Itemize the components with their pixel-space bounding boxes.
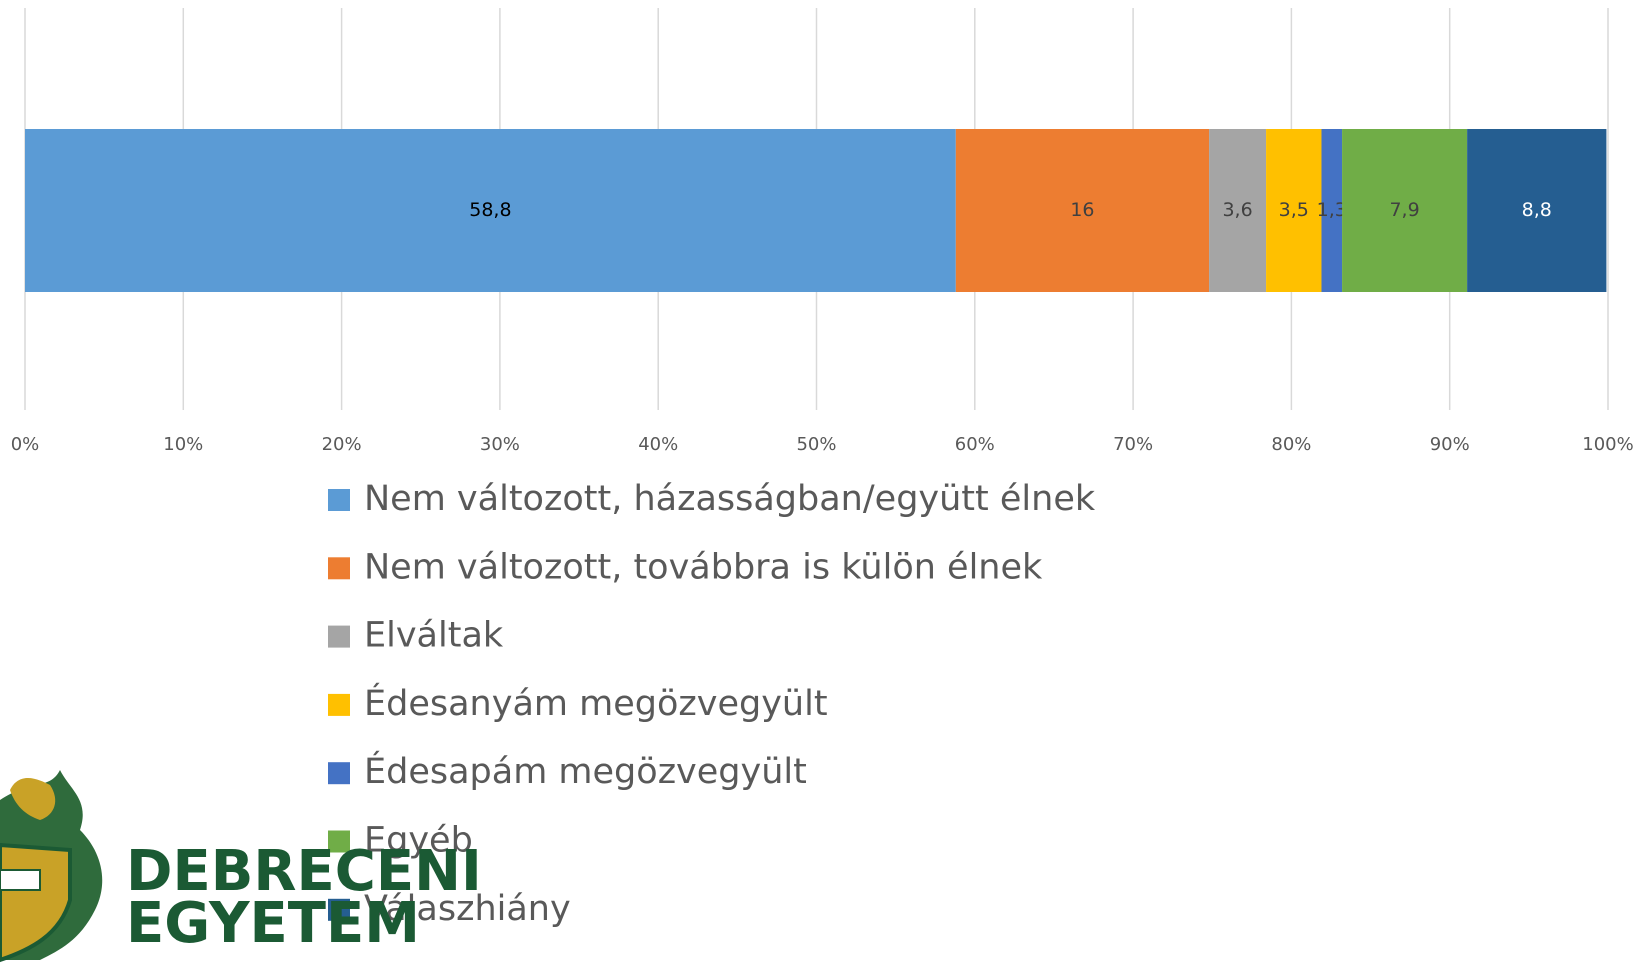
logo-text: DEBRECENI (126, 839, 482, 904)
data-label: 1,3 (1317, 199, 1347, 221)
legend-label: Elváltak (364, 616, 504, 656)
data-label: 16 (1070, 199, 1094, 221)
x-tick-label: 60% (955, 434, 995, 455)
bar-segment (955, 129, 1210, 292)
x-tick-label: 40% (638, 434, 678, 455)
x-tick-label: 50% (796, 434, 836, 455)
x-tick-label: 80% (1271, 434, 1311, 455)
legend-swatch (328, 830, 350, 853)
legend-label: Egyéb (364, 821, 473, 861)
legend-label: Édesapám megözvegyült (364, 750, 807, 792)
x-tick-label: 10% (163, 434, 203, 455)
legend-swatch (328, 693, 350, 716)
bar-segment (1342, 129, 1468, 292)
legend-label: Válaszhiány (364, 889, 571, 929)
legend-label: Nem változott, házasságban/együtt élnek (364, 479, 1096, 519)
x-tick-label: 100% (1582, 434, 1633, 455)
x-tick-label: 0% (11, 434, 40, 455)
x-tick-label: 20% (322, 434, 362, 455)
bar-segment (1467, 129, 1607, 292)
logo-text: EGYETEM (126, 891, 420, 956)
legend-label: Nem változott, továbbra is külön élnek (364, 547, 1043, 587)
legend-swatch (328, 557, 350, 580)
bar-segment (1266, 129, 1322, 292)
legend-swatch (328, 898, 350, 921)
logo-crest (0, 770, 103, 963)
x-tick-label: 70% (1113, 434, 1153, 455)
data-label: 58,8 (469, 199, 511, 221)
x-tick-label: 90% (1430, 434, 1470, 455)
legend-swatch (328, 762, 350, 785)
bar-segment (1321, 129, 1343, 292)
data-label: 3,5 (1279, 199, 1309, 221)
bar-segment (25, 129, 956, 292)
legend-swatch (328, 489, 350, 511)
legend-label: Édesanyám megözvegyült (364, 682, 828, 724)
data-label: 3,6 (1222, 199, 1252, 221)
data-label: 7,9 (1389, 199, 1419, 221)
bar-segment (1209, 129, 1267, 292)
legend-swatch (328, 625, 350, 648)
data-label: 8,8 (1522, 199, 1552, 221)
x-tick-label: 30% (480, 434, 520, 455)
